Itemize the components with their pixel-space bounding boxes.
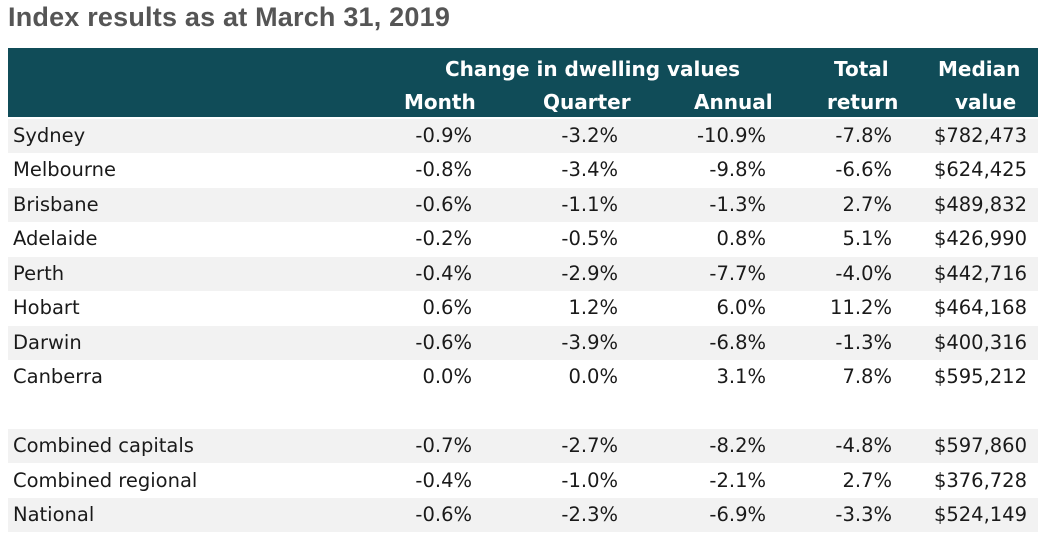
row-total-return: -6.6% xyxy=(835,158,892,181)
row-median-value: $595,212 xyxy=(933,365,1027,388)
row-total-return: 5.1% xyxy=(842,227,892,250)
row-total-return: 7.8% xyxy=(842,365,892,388)
table-row: Melbourne -0.8% -3.4% -9.8% -6.6% $624,4… xyxy=(8,153,1038,187)
row-quarter: -3.4% xyxy=(561,158,618,181)
row-median-value: $624,425 xyxy=(933,158,1027,181)
row-total-return: -1.3% xyxy=(835,331,892,354)
table-row: Adelaide -0.2% -0.5% 0.8% 5.1% $426,990 xyxy=(8,222,1038,256)
row-month: -0.2% xyxy=(415,227,472,250)
row-annual: -2.1% xyxy=(709,469,766,492)
row-annual: -8.2% xyxy=(709,434,766,457)
row-quarter: -2.7% xyxy=(561,434,618,457)
row-month: -0.7% xyxy=(415,434,472,457)
row-name: Brisbane xyxy=(13,193,99,216)
table-row: Combined capitals -0.7% -2.7% -8.2% -4.8… xyxy=(8,429,1038,463)
table-row: Darwin -0.6% -3.9% -6.8% -1.3% $400,316 xyxy=(8,326,1038,360)
row-quarter: -3.9% xyxy=(561,331,618,354)
row-month: 0.0% xyxy=(422,365,472,388)
row-median-value: $426,990 xyxy=(933,227,1027,250)
row-annual: 6.0% xyxy=(716,296,766,319)
row-total-return: -7.8% xyxy=(835,124,892,147)
row-name: Adelaide xyxy=(13,227,98,250)
row-median-value: $782,473 xyxy=(933,124,1027,147)
row-total-return: 2.7% xyxy=(842,193,892,216)
row-name: Hobart xyxy=(13,296,80,319)
row-annual: -1.3% xyxy=(709,193,766,216)
row-median-value: $442,716 xyxy=(933,262,1027,285)
row-median-value: $597,860 xyxy=(933,434,1027,457)
row-total-return: -3.3% xyxy=(835,503,892,526)
header-quarter: Quarter xyxy=(543,90,631,114)
header-return: return xyxy=(827,90,899,114)
header-value: value xyxy=(955,90,1017,114)
row-annual: 0.8% xyxy=(716,227,766,250)
table-header: Change in dwelling values Month Quarter … xyxy=(8,48,1038,117)
row-median-value: $524,149 xyxy=(933,503,1027,526)
header-group-change-in-dwelling-values: Change in dwelling values xyxy=(445,57,741,81)
row-month: -0.6% xyxy=(415,193,472,216)
row-annual: -6.9% xyxy=(709,503,766,526)
row-name: Melbourne xyxy=(13,158,116,181)
row-quarter: -1.1% xyxy=(561,193,618,216)
row-median-value: $400,316 xyxy=(933,331,1027,354)
row-name: Darwin xyxy=(13,331,82,354)
row-median-value: $464,168 xyxy=(933,296,1027,319)
row-annual: -10.9% xyxy=(697,124,766,147)
header-month: Month xyxy=(404,90,476,114)
row-total-return: -4.8% xyxy=(835,434,892,457)
row-quarter: -2.3% xyxy=(561,503,618,526)
row-annual: 3.1% xyxy=(716,365,766,388)
row-quarter: -3.2% xyxy=(561,124,618,147)
row-month: 0.6% xyxy=(422,296,472,319)
table-row: Perth -0.4% -2.9% -7.7% -4.0% $442,716 xyxy=(8,257,1038,291)
row-month: -0.4% xyxy=(415,262,472,285)
row-name: Sydney xyxy=(13,124,86,147)
row-quarter: -2.9% xyxy=(561,262,618,285)
header-total: Total xyxy=(834,57,889,81)
row-quarter: 1.2% xyxy=(568,296,618,319)
row-name: Combined regional xyxy=(13,469,198,492)
table-row: Sydney -0.9% -3.2% -10.9% -7.8% $782,473 xyxy=(8,119,1038,153)
row-median-value: $376,728 xyxy=(933,469,1027,492)
table-row: Brisbane -0.6% -1.1% -1.3% 2.7% $489,832 xyxy=(8,188,1038,222)
row-annual: -7.7% xyxy=(709,262,766,285)
table-row: National -0.6% -2.3% -6.9% -3.3% $524,14… xyxy=(8,498,1038,532)
row-name: Perth xyxy=(13,262,65,285)
table-row: Hobart 0.6% 1.2% 6.0% 11.2% $464,168 xyxy=(8,291,1038,325)
row-total-return: -4.0% xyxy=(835,262,892,285)
row-name: Combined capitals xyxy=(13,434,194,457)
row-quarter: 0.0% xyxy=(568,365,618,388)
row-month: -0.6% xyxy=(415,331,472,354)
page-title: Index results as at March 31, 2019 xyxy=(8,2,451,32)
header-annual: Annual xyxy=(694,90,773,114)
row-total-return: 11.2% xyxy=(830,296,892,319)
row-name: Canberra xyxy=(13,365,103,388)
table-row: Combined regional -0.4% -1.0% -2.1% 2.7%… xyxy=(8,464,1038,498)
row-month: -0.9% xyxy=(415,124,472,147)
row-annual: -6.8% xyxy=(709,331,766,354)
row-month: -0.6% xyxy=(415,503,472,526)
row-total-return: 2.7% xyxy=(842,469,892,492)
row-month: -0.4% xyxy=(415,469,472,492)
row-name: National xyxy=(13,503,95,526)
row-median-value: $489,832 xyxy=(933,193,1027,216)
table-row: Canberra 0.0% 0.0% 3.1% 7.8% $595,212 xyxy=(8,360,1038,394)
header-median: Median xyxy=(938,57,1021,81)
row-quarter: -1.0% xyxy=(561,469,618,492)
row-quarter: -0.5% xyxy=(561,227,618,250)
row-month: -0.8% xyxy=(415,158,472,181)
row-annual: -9.8% xyxy=(709,158,766,181)
